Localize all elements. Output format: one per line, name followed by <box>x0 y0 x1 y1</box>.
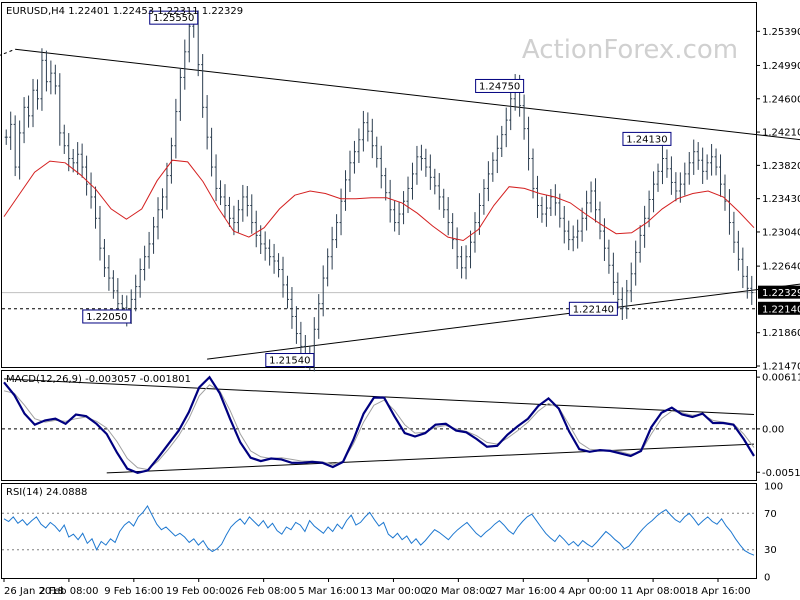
price-tick-label: 1.21860 <box>762 328 800 339</box>
level-label-text: 1.21540 <box>269 356 310 367</box>
macd-panel-frame <box>1 370 757 481</box>
level-label-box <box>265 353 315 368</box>
level-label-box <box>622 131 672 146</box>
level-label-text: 1.24130 <box>626 134 667 145</box>
level-label-text: 1.25550 <box>153 13 194 24</box>
macd-lines <box>3 375 755 475</box>
price-tick-label: 1.22640 <box>762 262 800 273</box>
trendline-upper <box>15 48 800 141</box>
rsi-tick-label: 0 <box>764 573 770 584</box>
rsi-line <box>3 505 755 556</box>
price-tick-label: 1.23430 <box>762 194 800 205</box>
x-tick-label: 20 Mar 08:00 <box>425 586 492 597</box>
level-label-box <box>475 78 525 93</box>
macd-title: MACD(12,26,9) -0.003057 -0.001801 <box>6 374 191 385</box>
x-tick-label: 26 Jan 2018 <box>4 586 64 597</box>
current-price-tag-label: 1.22329 <box>762 288 800 299</box>
x-tick-label: 11 Apr 08:00 <box>620 586 685 597</box>
level-label-text: 1.22140 <box>573 304 614 315</box>
price-tick-label: 1.24990 <box>762 61 800 72</box>
macd-line <box>3 375 755 475</box>
level-label-box <box>82 309 132 324</box>
price-tick-label: 1.21470 <box>762 362 800 373</box>
price-tick-label: 1.24210 <box>762 128 800 139</box>
current-price-tag <box>758 285 800 299</box>
price-grid <box>2 292 756 310</box>
level-label-box <box>149 10 199 25</box>
price-tick-label: 1.23040 <box>762 227 800 238</box>
macd-tick-label: -0.005124 <box>762 468 800 479</box>
x-tick-label: 27 Mar 16:00 <box>490 586 557 597</box>
support-price-tag <box>758 301 800 315</box>
support-price-tag-label: 1.22140 <box>762 304 800 315</box>
x-tick-label: 9 Feb 16:00 <box>104 586 163 597</box>
price-axis: 1.25390 1.24990 1.24600 1.24210 1.23820 1.234… <box>756 27 800 373</box>
moving-average <box>3 159 755 242</box>
level-label-text: 1.24750 <box>479 81 520 92</box>
watermark: ActionForex.com <box>522 35 738 65</box>
macd-tick-label: 0.00 <box>762 424 784 435</box>
x-tick-label: 2 Feb 08:00 <box>39 586 98 597</box>
level-label-text: 1.22050 <box>86 312 127 323</box>
price-title: EURUSD,H4 1.22401 1.22453 1.22311 1.2232… <box>6 6 243 17</box>
price-tick-label: 1.23820 <box>762 161 800 172</box>
ma-line <box>3 159 755 242</box>
rsi-tick-label: 100 <box>764 482 783 493</box>
macd-axis: 0.006113 0.00 -0.005124 <box>756 373 800 479</box>
x-tick-label: 18 Apr 16:00 <box>685 586 750 597</box>
x-tick-label: 26 Feb 08:00 <box>231 586 297 597</box>
x-tick-label: 4 Apr 00:00 <box>559 586 618 597</box>
x-tick-label: 13 Mar 00:00 <box>360 586 427 597</box>
price-trendlines <box>0 48 800 360</box>
rsi-tick-label: 30 <box>764 545 777 556</box>
rsi-title: RSI(14) 24.0888 <box>6 487 87 498</box>
macd-tick-label: 0.006113 <box>762 373 800 384</box>
level-label-box <box>568 301 618 316</box>
x-tick-label: 5 Mar 16:00 <box>298 586 358 597</box>
rsi-axis: 100 70 30 0 <box>764 482 783 584</box>
rsi-panel-frame <box>1 483 757 579</box>
price-tick-label: 1.25390 <box>762 27 800 38</box>
macd-trendline-lower <box>106 443 755 474</box>
signal-line <box>3 384 755 471</box>
price-level-labels: 1.25550 1.24750 1.24130 1.22050 1.21540 1.221… <box>82 10 672 368</box>
rsi-tick-label: 70 <box>764 509 777 520</box>
price-panel-frame <box>1 2 757 368</box>
rsi-grid <box>2 512 756 551</box>
price-tick-label: 1.24600 <box>762 94 800 105</box>
rsi-lines <box>3 505 755 556</box>
trendline-lower <box>207 283 800 360</box>
x-tick-label: 19 Feb 00:00 <box>166 586 232 597</box>
